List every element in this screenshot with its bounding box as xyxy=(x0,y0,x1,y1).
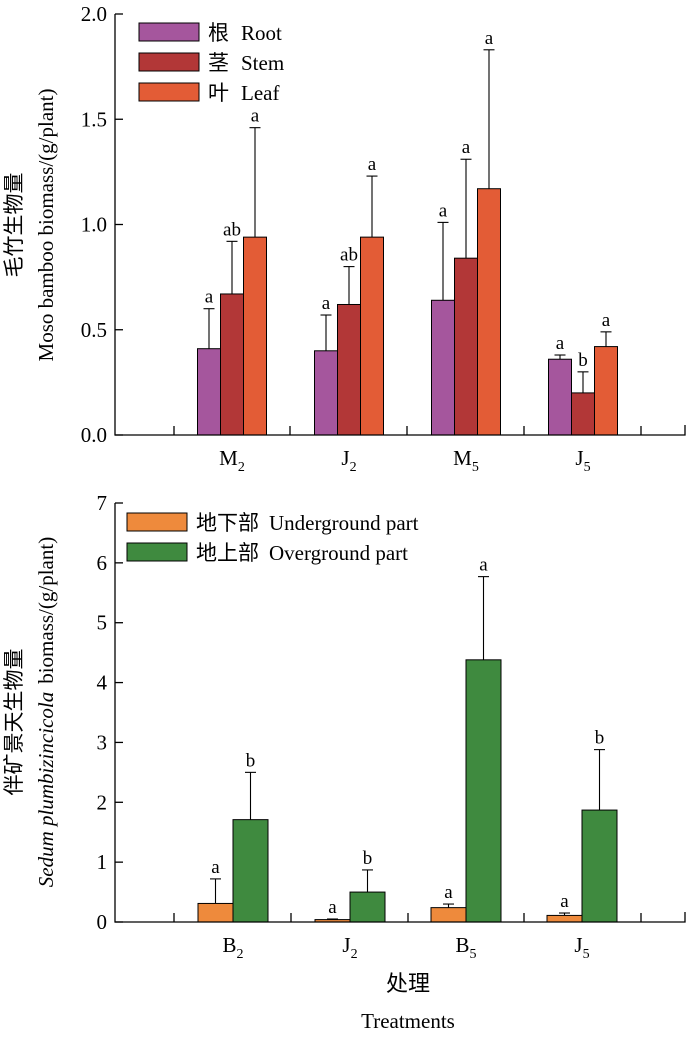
c1-legend-swatch xyxy=(138,22,200,42)
c1-bar xyxy=(337,303,361,436)
chart2-bars xyxy=(197,659,618,923)
c2-legend-swatch xyxy=(126,542,188,562)
c1-bar xyxy=(360,236,384,436)
c2-ytick-label: 3 xyxy=(97,730,108,754)
c2-category-label: J2 xyxy=(342,933,357,962)
c2-ytick-label: 4 xyxy=(97,671,108,695)
c2-bar xyxy=(465,659,502,923)
c2-ytick-label: 1 xyxy=(97,850,108,874)
chart1-error-bars xyxy=(203,49,612,393)
c1-sig-letter: a xyxy=(205,287,214,308)
c2-bar xyxy=(349,891,386,923)
c2-category-label: B5 xyxy=(455,933,476,962)
chart1-ylabel-cn: 毛竹生物量 xyxy=(2,173,26,278)
c1-category-label: J5 xyxy=(575,446,590,475)
c1-bar xyxy=(477,188,501,436)
c1-legend-swatch xyxy=(138,52,200,72)
c1-sig-letter: ab xyxy=(223,219,241,240)
chart2-ylabel-rest: biomass/(g/plant) xyxy=(34,537,58,684)
c1-bar xyxy=(548,358,572,436)
chart1-x-ticks: M2 J2 M5 J5 xyxy=(173,426,642,475)
chart2-error-bars xyxy=(210,576,605,920)
c2-sig-letter: b xyxy=(595,728,605,749)
c1-sig-letter: a xyxy=(368,154,377,175)
c1-ytick-label: 0.0 xyxy=(81,423,107,447)
chart2-ylabel-italic: Sedum plumbizincicola xyxy=(34,692,58,887)
c1-legend-label: 茎 Stem xyxy=(208,51,284,75)
c2-sig-letter: a xyxy=(211,857,220,878)
c2-sig-letter: a xyxy=(328,897,337,918)
c2-sig-letter: b xyxy=(363,848,373,869)
c2-legend-label: 地下部 Underground part xyxy=(196,511,419,535)
c1-sig-letter: a xyxy=(251,106,260,127)
chart2-y-ticks: 0 1 2 3 4 5 6 7 xyxy=(97,491,123,934)
c1-bar xyxy=(220,293,244,436)
chart2-significance-letters: a b a b a a a b xyxy=(211,555,604,918)
chart2-xlabel-cn: 处理 xyxy=(386,971,430,996)
c2-category-label: B2 xyxy=(222,933,243,962)
c1-sig-letter: a xyxy=(322,293,331,314)
chart1-legend: 根 Root 茎 Stem 叶 Leaf xyxy=(138,21,284,105)
c1-sig-letter: ab xyxy=(340,245,358,266)
c2-bar xyxy=(430,907,467,923)
c1-bar xyxy=(571,392,595,436)
c1-sig-letter: a xyxy=(439,200,448,221)
c1-category-label: J2 xyxy=(341,446,356,475)
c2-ytick-label: 6 xyxy=(97,551,108,575)
c1-ytick-label: 2.0 xyxy=(81,2,107,26)
c1-bar xyxy=(431,299,455,436)
c1-bar xyxy=(454,257,478,436)
c1-bar xyxy=(197,348,221,436)
c2-sig-letter: a xyxy=(560,891,569,912)
c1-sig-letter: b xyxy=(578,350,588,371)
c2-sig-letter: a xyxy=(479,555,488,576)
chart1-y-ticks: 0.0 0.5 1.0 1.5 2.0 xyxy=(81,2,123,447)
c2-legend-swatch xyxy=(126,512,188,532)
chart1-ylabel-en: Moso bamboo biomass/(g/plant) xyxy=(34,89,58,362)
sedum-biomass-chart: a b a b a a a b 0 1 2 3 4 5 6 7 B2 J2 B5 J5 伴矿景天生物量 Sedum… xyxy=(2,491,686,1033)
c1-legend-label: 根 Root xyxy=(208,21,282,45)
c1-ytick-label: 0.5 xyxy=(81,318,107,342)
c2-sig-letter: b xyxy=(246,750,256,771)
c2-ytick-label: 7 xyxy=(97,491,108,515)
c2-bar xyxy=(232,819,269,923)
c1-legend-label: 叶 Leaf xyxy=(208,81,279,105)
c2-category-label: J5 xyxy=(574,933,589,962)
c2-legend-label: 地上部 Overground part xyxy=(196,541,408,565)
c1-ytick-label: 1.0 xyxy=(81,213,107,237)
c1-legend-swatch xyxy=(138,82,200,102)
c2-ytick-label: 0 xyxy=(97,910,108,934)
c1-ytick-label: 1.5 xyxy=(81,107,107,131)
c1-bar xyxy=(243,236,267,436)
c1-sig-letter: a xyxy=(485,28,494,49)
c1-category-label: M5 xyxy=(453,446,479,475)
chart2-axis-frame xyxy=(114,503,686,923)
c2-ytick-label: 2 xyxy=(97,790,108,814)
c1-sig-letter: a xyxy=(556,333,565,354)
c1-bar xyxy=(314,350,338,436)
c2-bar xyxy=(197,902,234,923)
chart2-ylabel-cn: 伴矿景天生物量 xyxy=(2,649,26,796)
chart2-xlabel-en: Treatments xyxy=(361,1009,455,1033)
c2-ytick-label: 5 xyxy=(97,611,108,635)
chart2-ylabel-en: Sedum plumbizincicola biomass/(g/plant) xyxy=(34,537,58,887)
c2-sig-letter: a xyxy=(444,882,453,903)
c1-sig-letter: a xyxy=(462,137,471,158)
c1-sig-letter: a xyxy=(602,310,611,331)
chart2-x-ticks: B2 J2 B5 J5 xyxy=(173,913,642,962)
c2-bar xyxy=(581,809,618,923)
chart2-legend: 地下部 Underground part 地上部 Overground part xyxy=(126,511,419,565)
c1-bar xyxy=(594,346,618,436)
chart1-bars xyxy=(197,188,618,436)
c2-bar xyxy=(546,914,583,923)
c1-category-label: M2 xyxy=(219,446,245,475)
